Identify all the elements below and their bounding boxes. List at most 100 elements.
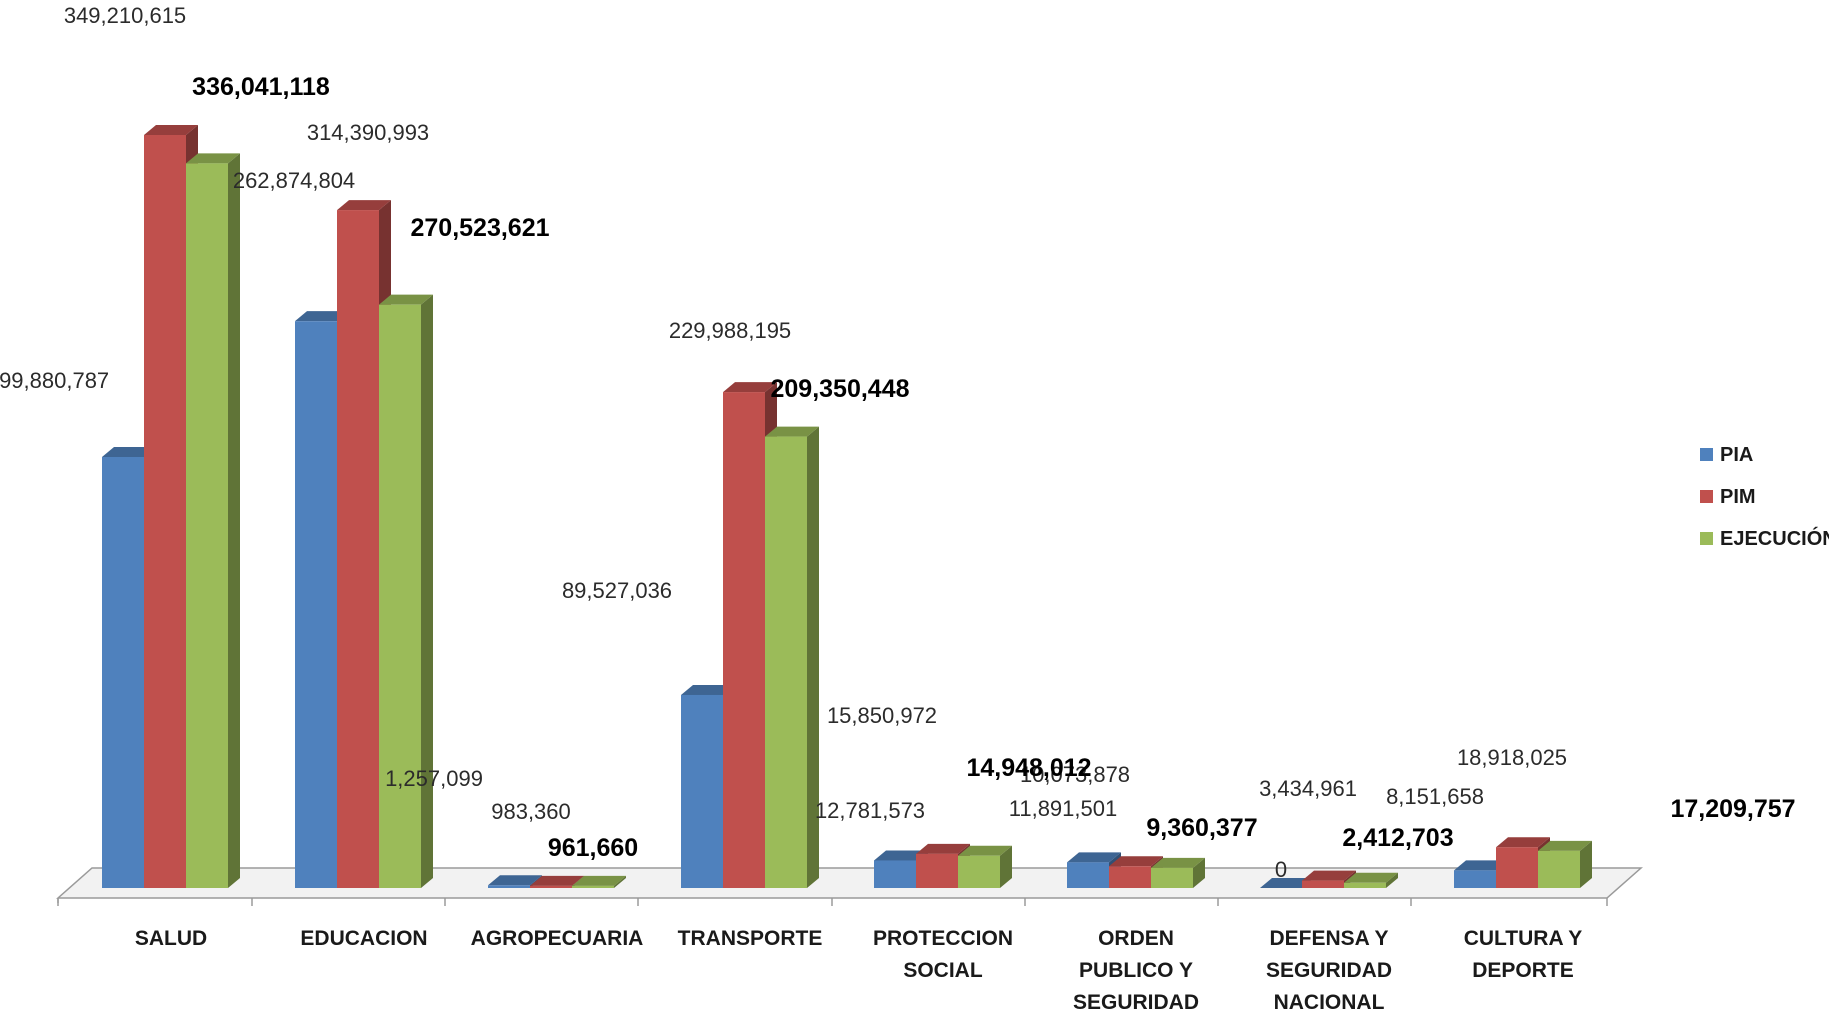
data-label: 229,988,195 (669, 318, 791, 343)
bar-side (807, 426, 819, 888)
bar-ejecuci-n-4 (958, 845, 1012, 888)
bar-side (1580, 840, 1592, 888)
bar-top (530, 875, 584, 886)
bar-front (1344, 882, 1386, 888)
bar-top (102, 446, 156, 457)
bar-pia-6 (1260, 878, 1314, 888)
x-tick-label: ORDEN (1098, 927, 1174, 950)
data-label: 314,390,993 (307, 120, 429, 145)
x-tick-label: SOCIAL (903, 959, 983, 982)
x-tick-label: AGROPECUARIA (471, 927, 644, 950)
bar-ejecuci-n-7 (1538, 840, 1592, 888)
bar-top (1109, 856, 1163, 867)
data-label: 17,209,757 (1670, 795, 1795, 823)
bar-front (765, 436, 807, 888)
bar-front (1067, 862, 1109, 888)
bar-front (958, 855, 1000, 888)
data-label: 336,041,118 (192, 73, 330, 101)
bar-front (337, 210, 379, 888)
legend-label: PIA (1720, 444, 1753, 466)
x-tick-label: PROTECCION (873, 927, 1013, 950)
bar-front (488, 885, 530, 888)
bar-top (144, 125, 198, 135)
bar-front (572, 885, 614, 888)
bar-front (1454, 870, 1496, 888)
bar-top (681, 684, 735, 695)
bar-front (723, 392, 765, 888)
data-label: 349,210,615 (64, 3, 186, 28)
bar-ejecuci-n-1 (379, 294, 433, 888)
legend-swatch (1700, 448, 1713, 461)
data-label: 3,434,961 (1259, 776, 1357, 801)
bar-top (572, 875, 626, 886)
bar-front (295, 321, 337, 889)
bar-top (874, 850, 928, 861)
x-tick-label: EDUCACION (300, 927, 427, 950)
data-label: 15,850,972 (827, 703, 937, 728)
data-label: 12,781,573 (815, 798, 925, 823)
bar-front (1109, 866, 1151, 888)
data-label: 0 (1275, 857, 1287, 882)
bar-side (228, 153, 240, 888)
bar-top (1344, 872, 1398, 883)
bar-side (1193, 857, 1205, 888)
bar-top (1496, 837, 1550, 848)
x-tick-label: NACIONAL (1274, 991, 1385, 1013)
data-label: 209,350,448 (770, 375, 909, 403)
bar-side (614, 875, 626, 888)
data-label: 262,874,804 (233, 168, 355, 193)
legend-label: PIM (1720, 486, 1756, 508)
bar-top (1067, 852, 1121, 863)
bar-top (723, 382, 777, 393)
data-label: 1,257,099 (385, 766, 483, 791)
x-tick-label: SEGURIDAD (1266, 959, 1392, 982)
bar-top (1454, 860, 1508, 871)
bar-side (421, 294, 433, 888)
bar-top (295, 311, 349, 322)
bar-front (186, 163, 228, 888)
bar-ejecuci-n-5 (1151, 857, 1205, 888)
data-label: 9,360,377 (1146, 814, 1257, 842)
bar-ejecuci-n-0 (186, 153, 240, 888)
data-label: 2,412,703 (1342, 824, 1453, 852)
legend-swatch (1700, 532, 1713, 545)
bar-front (1538, 850, 1580, 888)
data-label: 961,660 (548, 834, 638, 862)
bar-front (530, 885, 572, 888)
chart-floor (56, 867, 1643, 899)
bar-top (379, 294, 433, 305)
data-label: 18,918,025 (1457, 745, 1567, 770)
data-label: 10,073,878 (1020, 762, 1130, 787)
bar-front (379, 304, 421, 888)
bar-front (102, 456, 144, 888)
x-tick-label: SEGURIDAD (1073, 991, 1199, 1013)
bar-top (337, 200, 391, 211)
bar-top (1302, 870, 1356, 881)
bar-top (916, 843, 970, 854)
x-tick-label: SALUD (135, 927, 207, 950)
bar-front (1496, 847, 1538, 888)
x-tick-label: DEPORTE (1472, 959, 1574, 982)
x-tick-label: DEFENSA Y (1269, 927, 1388, 950)
data-label: 983,360 (491, 799, 571, 824)
x-tick-label: PUBLICO Y (1079, 959, 1193, 982)
bar-front (144, 135, 186, 888)
bar-front (916, 853, 958, 888)
bar-top (1260, 878, 1314, 888)
data-label: 270,523,621 (410, 214, 549, 242)
data-label: 89,527,036 (562, 578, 672, 603)
bar-top (186, 153, 240, 164)
bar-top (488, 875, 542, 886)
bar-top (1151, 857, 1205, 868)
data-label: 11,891,501 (1009, 796, 1117, 821)
bar-side (1386, 872, 1398, 888)
legend-swatch (1700, 490, 1713, 503)
bar-top (958, 845, 1012, 856)
bar-front (874, 860, 916, 888)
bar-ejecuci-n-6 (1344, 872, 1398, 888)
bar-top (765, 426, 819, 437)
legend-label: EJECUCIÓN (1720, 526, 1829, 550)
data-label: 8,151,658 (1386, 784, 1484, 809)
